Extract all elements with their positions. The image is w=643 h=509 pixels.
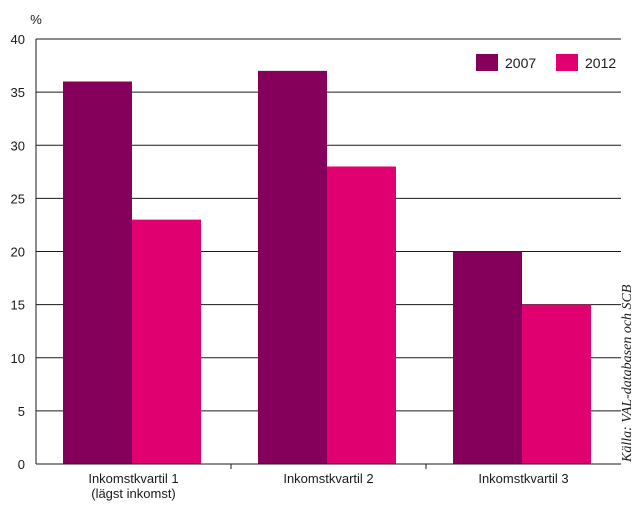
legend-label-2007: 2007 (505, 55, 536, 71)
bar-2012-cat-1 (132, 219, 201, 464)
y-tick-label: 30 (11, 138, 25, 153)
x-category-label: (lägst inkomst) (91, 486, 176, 501)
y-tick-label: 10 (11, 351, 25, 366)
axes (35, 39, 621, 469)
y-tick-label: 15 (11, 298, 25, 313)
y-tick-label: 20 (11, 245, 25, 260)
source-note: Källa: VAL-databasen och SCB (620, 284, 635, 463)
bar-2012-cat-3 (522, 304, 591, 464)
y-unit-label: % (30, 12, 42, 27)
bar-2007-cat-1 (63, 81, 132, 464)
x-category-label: Inkomstkvartil 1 (88, 471, 178, 486)
bar-2012-cat-2 (327, 166, 396, 464)
x-category-labels: Inkomstkvartil 1(lägst inkomst) Inkomstkv… (88, 471, 568, 501)
bars (63, 70, 591, 464)
x-category-label: Inkomstkvartil 2 (283, 471, 373, 486)
y-tick-label: 5 (18, 404, 25, 419)
legend: 2007 2012 (476, 54, 616, 71)
y-tick-label: 0 (18, 457, 25, 472)
y-tick-label: 35 (11, 85, 25, 100)
legend-swatch-2012 (556, 54, 578, 71)
bar-2007-cat-2 (258, 70, 327, 464)
x-category-label: Inkomstkvartil 3 (478, 471, 568, 486)
y-tick-label: 25 (11, 191, 25, 206)
bar-2007-cat-3 (453, 251, 522, 464)
legend-swatch-2007 (476, 54, 498, 71)
y-tick-labels: 0 5 10 15 20 25 30 35 40 (11, 32, 25, 472)
y-tick-label: 40 (11, 32, 25, 47)
legend-label-2012: 2012 (585, 55, 616, 71)
